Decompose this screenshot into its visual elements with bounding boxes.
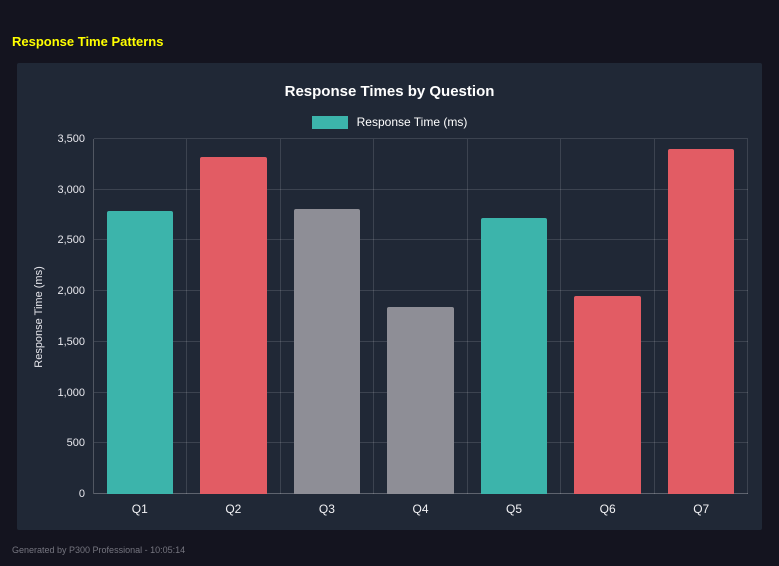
- y-axis-title: Response Time (ms): [33, 265, 45, 368]
- category-cell-q6: [561, 139, 655, 494]
- chart-legend[interactable]: Response Time (ms): [31, 115, 748, 129]
- y-tick-label: 2,500: [57, 234, 85, 247]
- category-cell-q2: [187, 139, 281, 494]
- x-axis-label-q6: Q6: [599, 502, 616, 516]
- x-axis-label-q2: Q2: [225, 502, 242, 516]
- horizontal-gridline: [94, 239, 748, 241]
- chart-title: Response Times by Question: [284, 83, 495, 100]
- x-axis-label-q5: Q5: [506, 502, 523, 516]
- footer-note: Generated by P300 Professional - 10:05:1…: [12, 545, 186, 555]
- x-axis-labels: Q1 Q2 Q3 Q4 Q5 Q6 Q7: [93, 494, 748, 524]
- bar-q7[interactable]: [667, 149, 735, 494]
- y-axis-title-wrap: Response Time (ms): [31, 139, 47, 494]
- chart-body: Response Time (ms) 0 500 1,000 1,500 2,000 2,…: [31, 133, 748, 524]
- bar-q3[interactable]: [293, 209, 361, 494]
- y-tick-label: 0: [78, 488, 85, 500]
- y-tick-label: 1,000: [57, 386, 85, 399]
- x-axis-label-q4: Q4: [412, 502, 429, 516]
- y-tick-label: 3,000: [57, 183, 85, 196]
- bar-cells: [94, 139, 748, 494]
- x-axis-label-q3: Q3: [318, 502, 335, 516]
- y-tick-label: 1,500: [57, 335, 85, 348]
- category-cell-q3: [281, 139, 375, 494]
- category-cell-q7: [655, 139, 748, 494]
- chart-panel: Response Times by Question Response Time…: [17, 63, 762, 530]
- bar-q6[interactable]: [574, 296, 641, 494]
- y-tick-label: 500: [66, 437, 85, 450]
- y-tick-label: 2,000: [57, 285, 85, 298]
- x-axis-label-q7: Q7: [693, 502, 710, 516]
- bar-q4[interactable]: [387, 307, 454, 494]
- bar-q5[interactable]: [480, 218, 548, 494]
- horizontal-gridline: [94, 290, 748, 292]
- horizontal-gridline: [94, 138, 748, 139]
- plot-area: [93, 138, 748, 494]
- bar-q2[interactable]: [200, 157, 267, 494]
- legend-label: Response Time (ms): [356, 115, 468, 129]
- bar-q1[interactable]: [106, 211, 174, 494]
- category-cell-q1: [94, 139, 188, 494]
- category-cell-q5: [468, 139, 562, 494]
- x-axis-label-q1: Q1: [131, 502, 148, 516]
- category-cell-q4: [374, 139, 468, 494]
- horizontal-gridline: [94, 188, 748, 190]
- y-axis-ticks: 0 500 1,000 1,500 2,000 2,500 3,000 3,500: [47, 133, 93, 500]
- page-title: Response Time Patterns: [12, 34, 164, 49]
- y-tick-label: 3,500: [57, 133, 85, 145]
- legend-swatch: [311, 115, 348, 129]
